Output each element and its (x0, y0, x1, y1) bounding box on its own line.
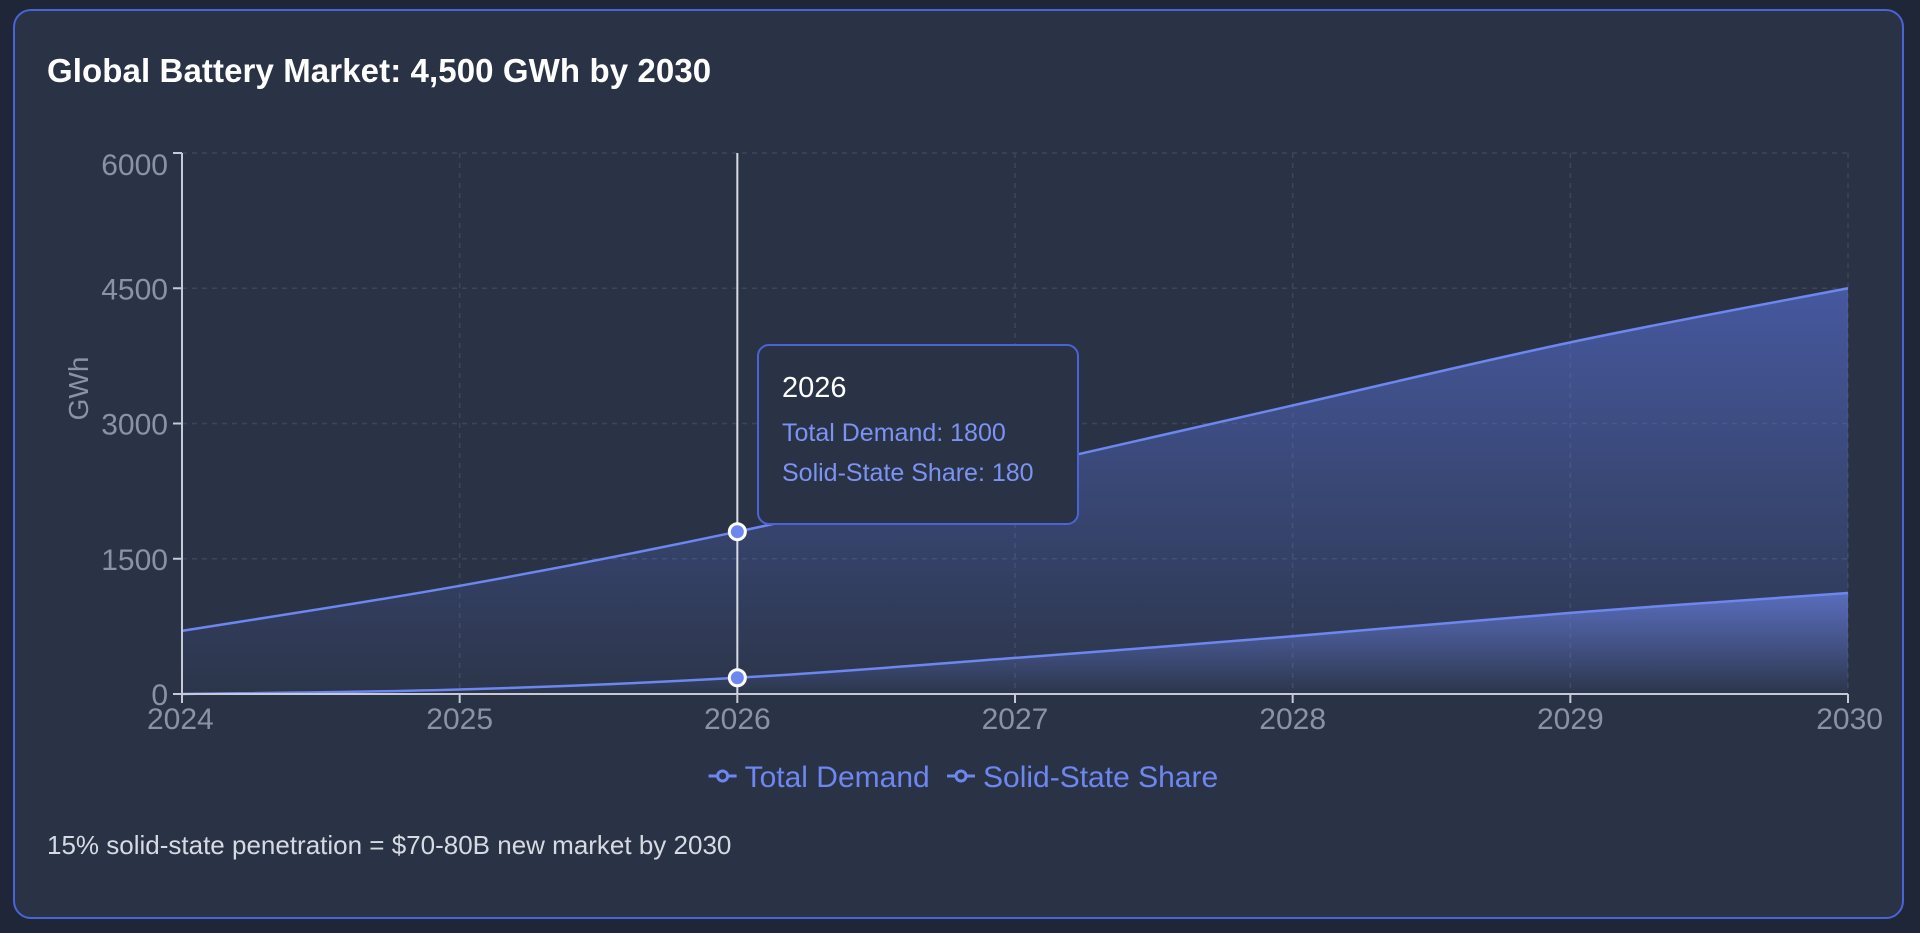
chart-footnote: 15% solid-state penetration = $70-80B ne… (47, 830, 732, 860)
legend-item-total-demand[interactable]: Total Demand (708, 761, 930, 794)
tooltip-row-total-demand: Total Demand: 1800 (782, 419, 1006, 447)
x-tick-label: 2030 (1816, 703, 1883, 736)
y-tick-label: 3000 (101, 409, 168, 442)
x-tick-label: 2025 (426, 703, 493, 736)
x-tick-label: 2024 (147, 703, 214, 736)
legend-label: Solid-State Share (983, 761, 1218, 794)
chart-title: Global Battery Market: 4,500 GWh by 2030 (47, 52, 712, 89)
legend-marker-icon (954, 769, 968, 783)
y-tick-label: 1500 (101, 544, 168, 577)
x-tick-label: 2029 (1537, 703, 1604, 736)
y-axis-label: GWh (63, 357, 94, 421)
y-tick-label: 4500 (101, 273, 168, 306)
series-solid-state-share-area (182, 593, 1848, 694)
axes: 0 1500 3000 4500 6000 2024 2025 2026 2027 2028 202… (63, 149, 1883, 736)
legend-item-solid-state-share[interactable]: Solid-State Share (947, 761, 1218, 794)
legend[interactable]: Total Demand Solid-State Share (708, 761, 1219, 794)
x-tick-label: 2028 (1259, 703, 1326, 736)
x-tick-label: 2027 (982, 703, 1049, 736)
y-tick-label: 0 (151, 679, 168, 712)
chart-tooltip: 2026 Total Demand: 1800 Solid-State Shar… (757, 344, 1079, 525)
x-tick-label: 2026 (704, 703, 771, 736)
y-tick-label: 6000 (101, 149, 168, 182)
tooltip-title: 2026 (782, 372, 847, 404)
series-total-demand-active-point (727, 522, 747, 542)
series-solid-state-share-active-point (727, 668, 747, 688)
tooltip-row-solid-state: Solid-State Share: 180 (782, 459, 1034, 487)
hover-cursor (727, 153, 747, 694)
legend-label: Total Demand (745, 761, 930, 794)
legend-marker-icon (716, 769, 730, 783)
series-solid-state-share-line (181, 591, 1849, 696)
